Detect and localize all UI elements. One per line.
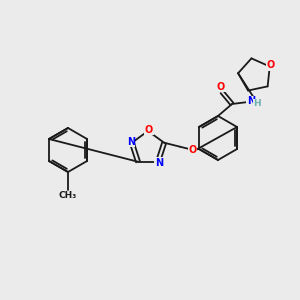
- Text: O: O: [145, 125, 153, 135]
- Text: N: N: [247, 96, 255, 106]
- Text: O: O: [217, 82, 225, 92]
- Text: O: O: [267, 61, 275, 70]
- Text: N: N: [127, 137, 135, 147]
- Text: CH₃: CH₃: [59, 191, 77, 200]
- Text: O: O: [188, 145, 196, 155]
- Text: N: N: [155, 158, 163, 168]
- Text: H: H: [253, 100, 261, 109]
